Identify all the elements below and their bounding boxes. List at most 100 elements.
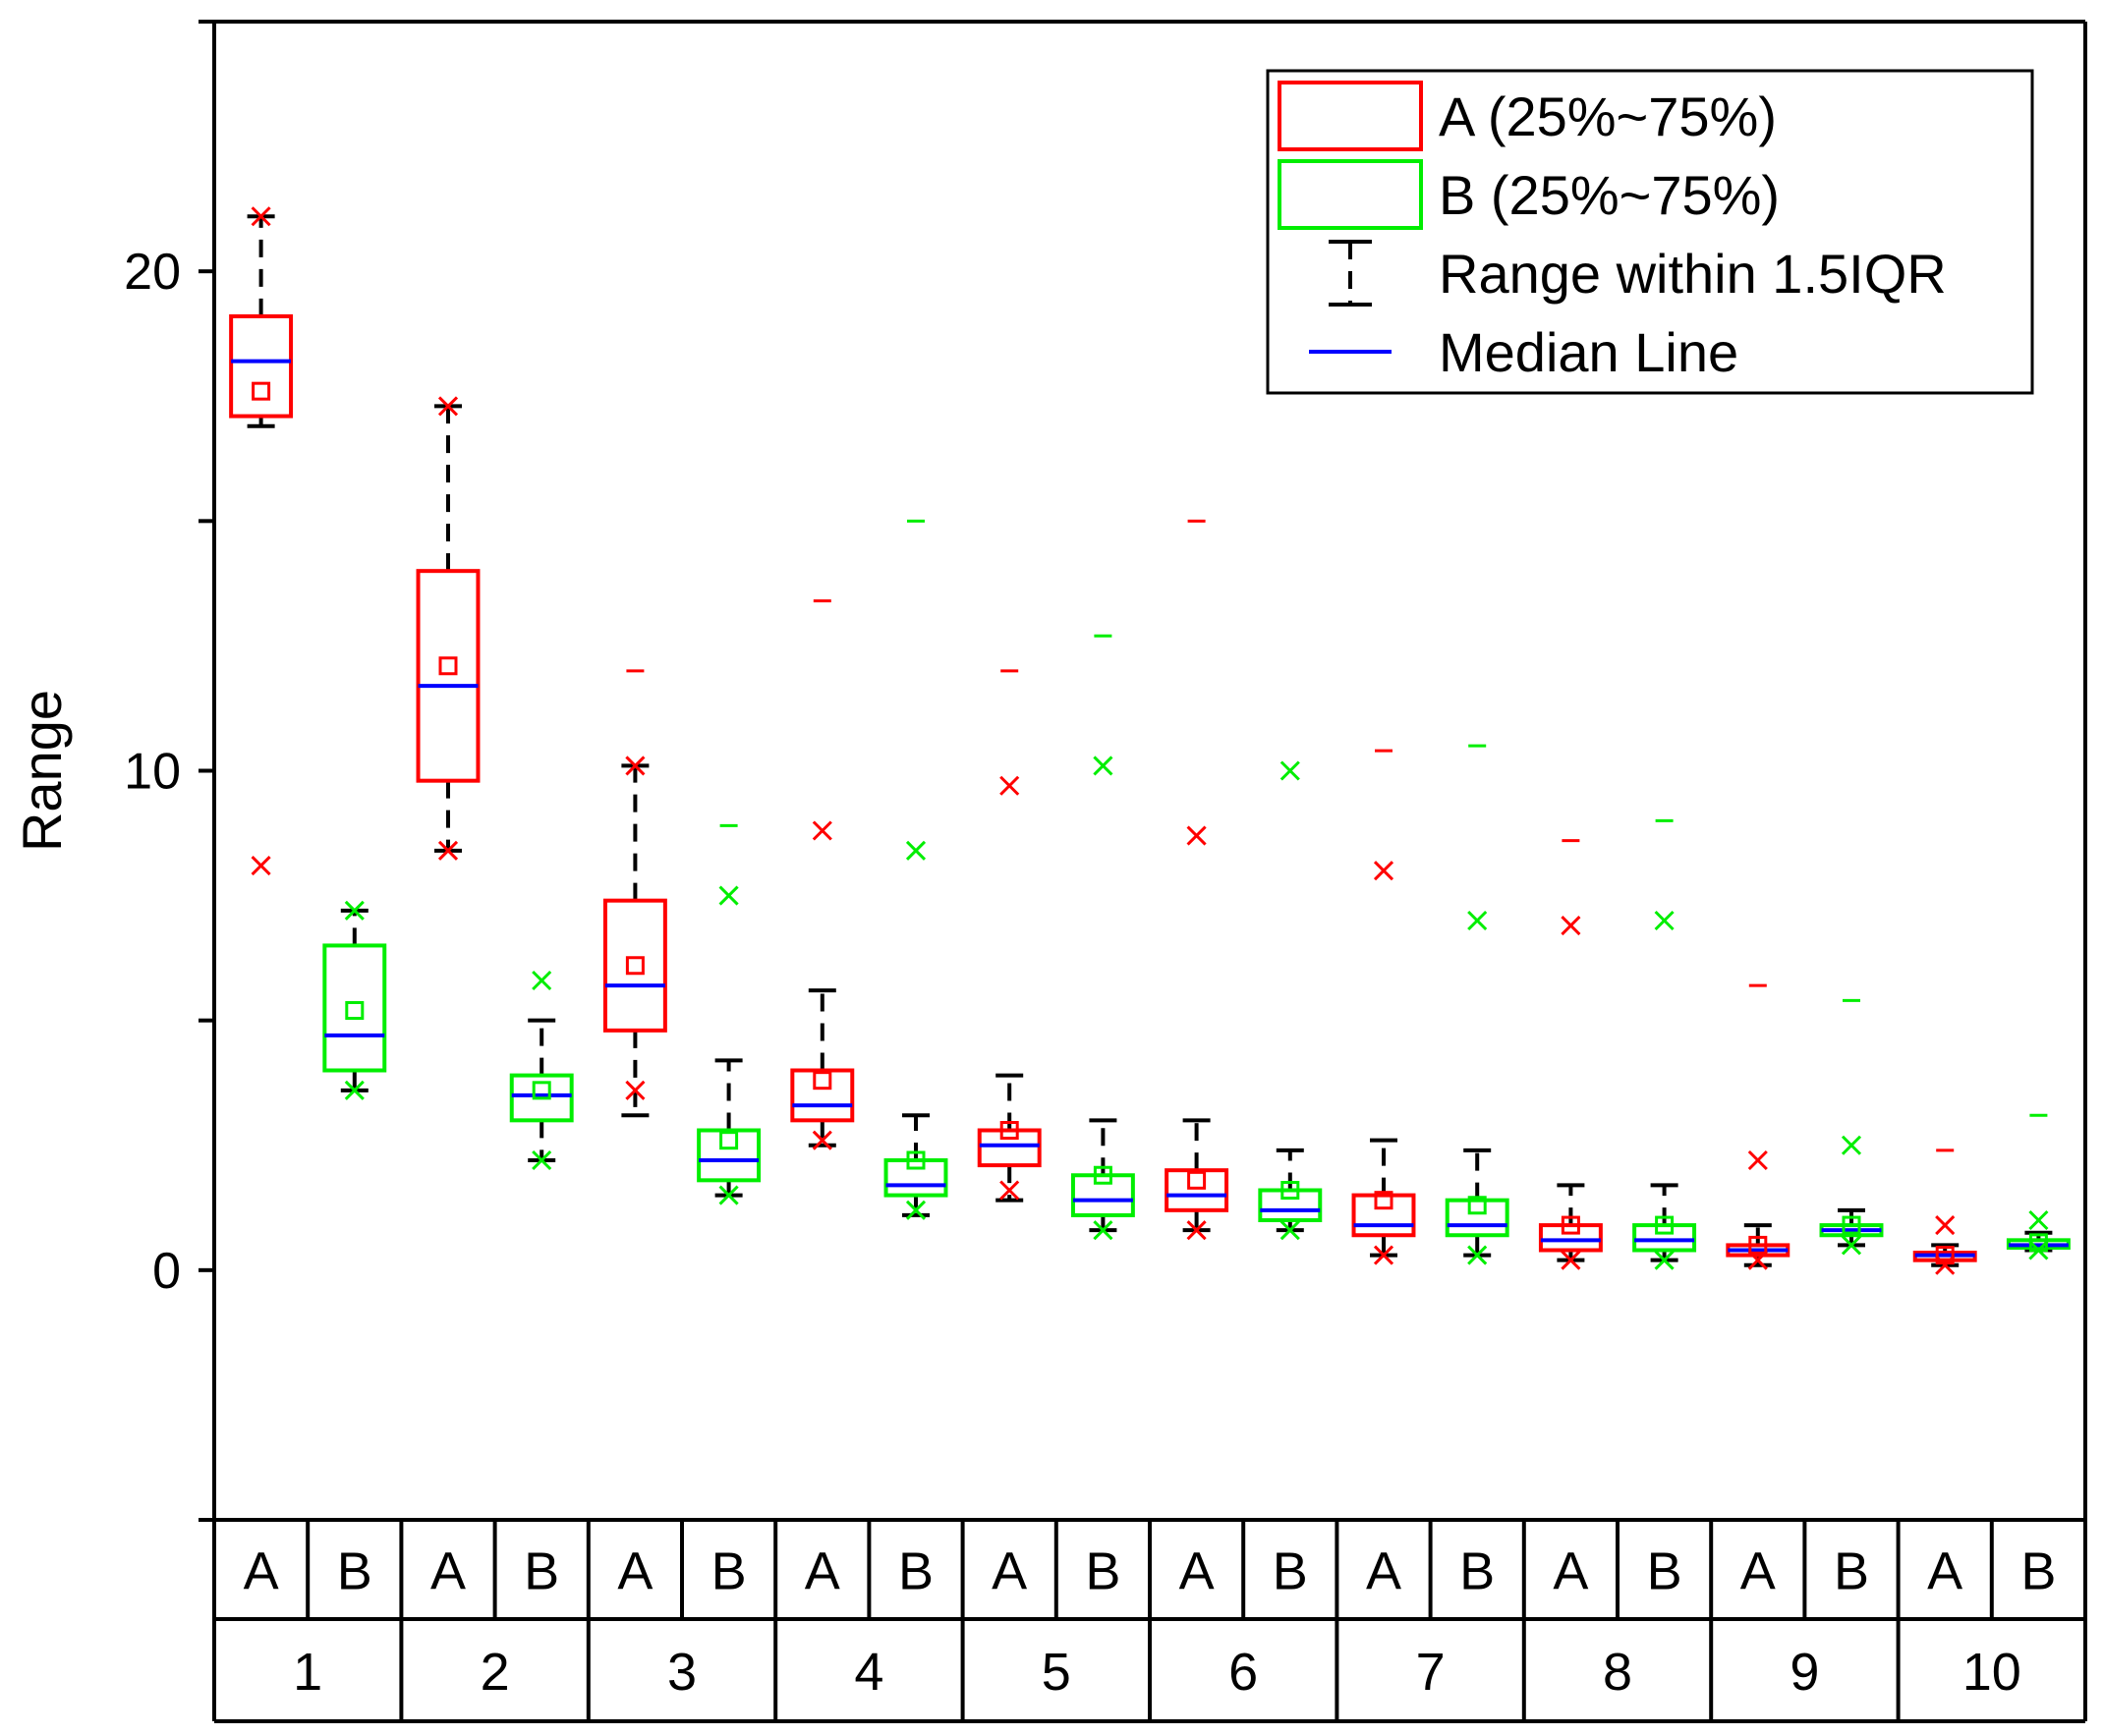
- subgroup-label: B: [1459, 1542, 1495, 1601]
- iqr-box: [790, 1068, 855, 1123]
- group-label: 8: [1603, 1643, 1632, 1702]
- max-marker: [1747, 1149, 1768, 1171]
- group-label: 5: [1042, 1643, 1071, 1702]
- subgroup-label: B: [1647, 1542, 1682, 1601]
- mean-marker: [438, 656, 458, 676]
- max-marker: [1561, 916, 1581, 936]
- box-3-A: [602, 669, 667, 1118]
- box-4-A: [790, 599, 855, 1150]
- min-marker: [1093, 1220, 1113, 1241]
- mean-marker: [1467, 1196, 1487, 1215]
- min-marker: [1935, 1255, 1956, 1275]
- box-8-B: [1632, 818, 1697, 1270]
- min-marker: [718, 1185, 739, 1205]
- subgroup-label: A: [617, 1542, 653, 1601]
- mean-marker: [1093, 1165, 1112, 1185]
- box-6-A: [1165, 519, 1229, 1241]
- box-10-B: [2006, 1113, 2071, 1260]
- box-1-A: [229, 206, 294, 876]
- legend-label: A (25%~75%): [1439, 85, 1777, 147]
- subgroup-label: A: [992, 1542, 1027, 1601]
- mean-marker: [252, 381, 271, 401]
- max-marker: [999, 775, 1020, 796]
- iqr-box: [229, 313, 294, 419]
- mean-marker: [1655, 1215, 1675, 1235]
- max-marker: [812, 820, 832, 841]
- max-marker: [1467, 910, 1488, 931]
- box-5-A: [977, 669, 1042, 1203]
- iqr-box: [1351, 1193, 1416, 1238]
- mean-marker: [1374, 1191, 1393, 1210]
- mean-marker: [625, 956, 645, 976]
- max-marker: [1935, 1215, 1956, 1236]
- mean-marker: [1748, 1235, 1768, 1255]
- subgroup-label: B: [1834, 1542, 1869, 1601]
- mean-marker: [719, 1131, 739, 1150]
- min-marker: [1373, 1245, 1394, 1265]
- min-marker: [999, 1180, 1020, 1201]
- box-2-A: [416, 396, 481, 861]
- legend-label: B (25%~75%): [1439, 164, 1780, 226]
- subgroup-label: B: [2020, 1542, 2056, 1601]
- legend-label: Median Line: [1439, 321, 1738, 383]
- iqr-box: [883, 1158, 948, 1198]
- max-marker: [344, 900, 365, 921]
- legend-label: Range within 1.5IQR: [1439, 243, 1947, 305]
- box-4-B: [883, 519, 948, 1220]
- box-9-A: [1726, 983, 1790, 1270]
- group-label: 6: [1228, 1643, 1258, 1702]
- box-3-B: [697, 823, 762, 1205]
- min-marker: [1561, 1250, 1581, 1270]
- max-marker: [1186, 825, 1207, 846]
- max-marker: [625, 756, 646, 776]
- group-label: 3: [667, 1643, 697, 1702]
- group-label: 10: [1962, 1643, 2021, 1702]
- iqr-box: [1165, 1168, 1229, 1212]
- subgroup-label: A: [244, 1542, 279, 1601]
- subgroup-label: B: [898, 1542, 934, 1601]
- iqr-box: [1258, 1188, 1323, 1222]
- max-marker: [437, 396, 459, 417]
- group-label: 1: [293, 1643, 322, 1702]
- legend-entry-box-B: B (25%~75%): [1278, 159, 1780, 230]
- box-7-B: [1445, 744, 1509, 1265]
- group-label: 4: [854, 1643, 883, 1702]
- subgroup-label: B: [524, 1542, 559, 1601]
- subgroup-label: A: [1179, 1542, 1215, 1601]
- iqr-box: [1632, 1223, 1697, 1253]
- min-marker: [1186, 1220, 1207, 1241]
- max-marker: [251, 206, 271, 227]
- min-marker: [251, 856, 271, 876]
- legend: A (25%~75%) B (25%~75%) Range within 1.5IQ…: [1266, 69, 2034, 395]
- x-category-table: A B A B A B A B A B A B A B A B A B A B1 2 3 4 5 6 7 8 9 10: [199, 1518, 2085, 1723]
- box-1-B: [322, 900, 387, 1100]
- subgroup-label: A: [430, 1542, 466, 1601]
- min-marker: [2028, 1240, 2049, 1260]
- max-marker: [1841, 1135, 1862, 1155]
- max-marker: [2028, 1209, 2049, 1231]
- mean-marker: [1187, 1170, 1207, 1190]
- min-marker: [1654, 1250, 1675, 1270]
- y-tick-label: 0: [152, 1243, 181, 1300]
- box-5-B: [1070, 634, 1135, 1241]
- mean-marker: [813, 1071, 832, 1091]
- legend-swatch: [1278, 159, 1423, 230]
- legend-swatch: [1278, 81, 1423, 151]
- legend-entry-whisker: Range within 1.5IQR: [1329, 240, 1947, 307]
- y-tick-label: 20: [124, 244, 181, 301]
- iqr-box: [602, 898, 667, 1033]
- subgroup-label: B: [1085, 1542, 1120, 1601]
- iqr-box: [1445, 1198, 1509, 1238]
- mean-marker: [1561, 1215, 1580, 1235]
- iqr-box: [697, 1128, 762, 1183]
- subgroup-label: A: [1927, 1542, 1962, 1601]
- box-6-B: [1258, 760, 1323, 1241]
- min-marker: [532, 1149, 552, 1171]
- subgroup-label: A: [1553, 1542, 1588, 1601]
- iqr-box: [1070, 1173, 1135, 1217]
- box-9-B: [1819, 998, 1884, 1256]
- iqr-box: [1538, 1223, 1603, 1253]
- max-marker: [532, 970, 552, 991]
- mean-marker: [1280, 1181, 1300, 1200]
